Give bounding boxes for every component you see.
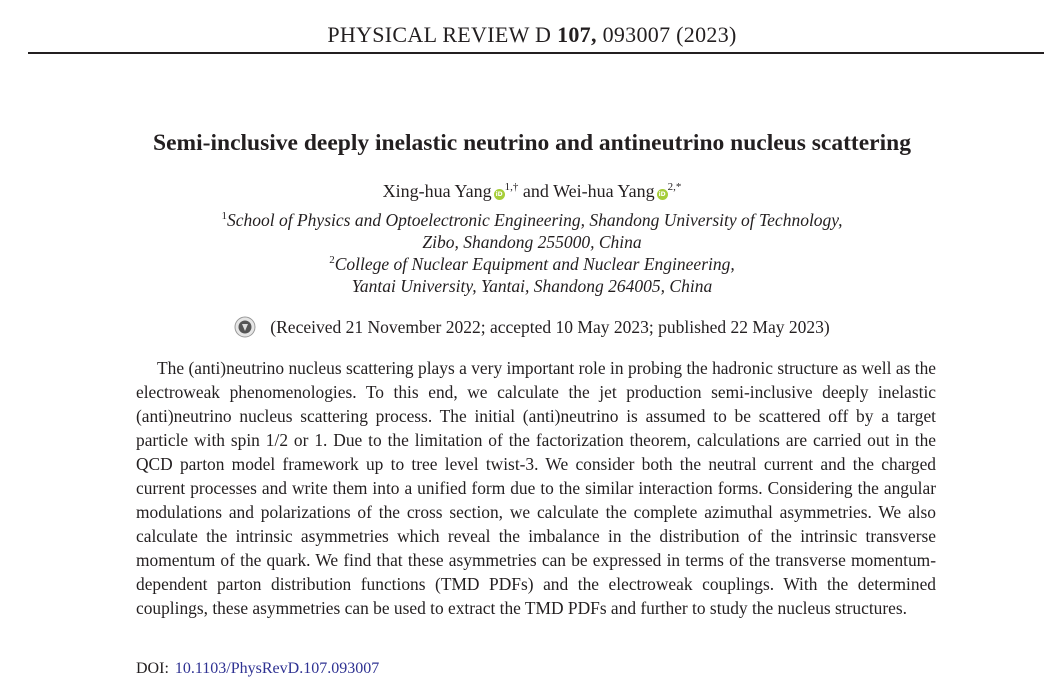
journal-volume: 107, [557, 22, 597, 47]
affiliation-text: School of Physics and Optoelectronic Eng… [227, 210, 843, 230]
journal-name: PHYSICAL REVIEW D [327, 22, 552, 47]
affiliation-text: College of Nuclear Equipment and Nuclear… [334, 254, 735, 274]
affiliation-line: Yantai University, Yantai, Shandong 2640… [351, 276, 713, 296]
author-name: Xing-hua Yang [382, 181, 492, 201]
orcid-icon[interactable]: iD [493, 189, 505, 200]
received-dates: (Received 21 November 2022; accepted 10 … [270, 317, 830, 337]
doi-label: DOI: [136, 660, 169, 677]
author-marks: 2,* [667, 181, 682, 193]
author-marks: 1,† [504, 181, 519, 193]
doi-line: DOI: 10.1103/PhysRevD.107.093007 [136, 660, 379, 678]
orcid-icon[interactable]: iD [656, 189, 668, 200]
doi-link[interactable]: 10.1103/PhysRevD.107.093007 [174, 660, 380, 677]
affiliation-marker: 1 [221, 210, 228, 222]
journal-citation: 093007 (2023) [602, 22, 737, 47]
author-list: Xing-hua Yang iD1,† and Wei-hua Yang iD2,* [0, 181, 1064, 202]
abstract: The (anti)neutrino nucleus scattering pl… [136, 358, 936, 618]
paper-title: Semi-inclusive deeply inelastic neutrino… [153, 130, 911, 156]
affiliation-line: 1School of Physics and Optoelectronic En… [0, 209, 1064, 231]
affiliation-line: 2College of Nuclear Equipment and Nuclea… [0, 253, 1064, 275]
author-separator: and [522, 181, 549, 201]
affiliations: 1School of Physics and Optoelectronic En… [0, 209, 1064, 297]
received-line: (Received 21 November 2022; accepted 10 … [0, 316, 1064, 338]
header-rule [28, 52, 1044, 54]
affiliation-line: Zibo, Shandong 255000, China [422, 232, 642, 252]
affiliation-marker: 2 [329, 254, 335, 266]
crossmark-icon[interactable] [234, 316, 256, 338]
journal-header: PHYSICAL REVIEW D 107, 093007 (2023) [0, 22, 1064, 48]
author-name: Wei-hua Yang [553, 181, 655, 201]
